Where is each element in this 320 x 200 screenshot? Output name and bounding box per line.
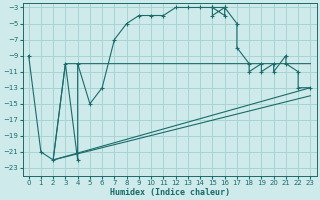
- X-axis label: Humidex (Indice chaleur): Humidex (Indice chaleur): [109, 188, 229, 197]
